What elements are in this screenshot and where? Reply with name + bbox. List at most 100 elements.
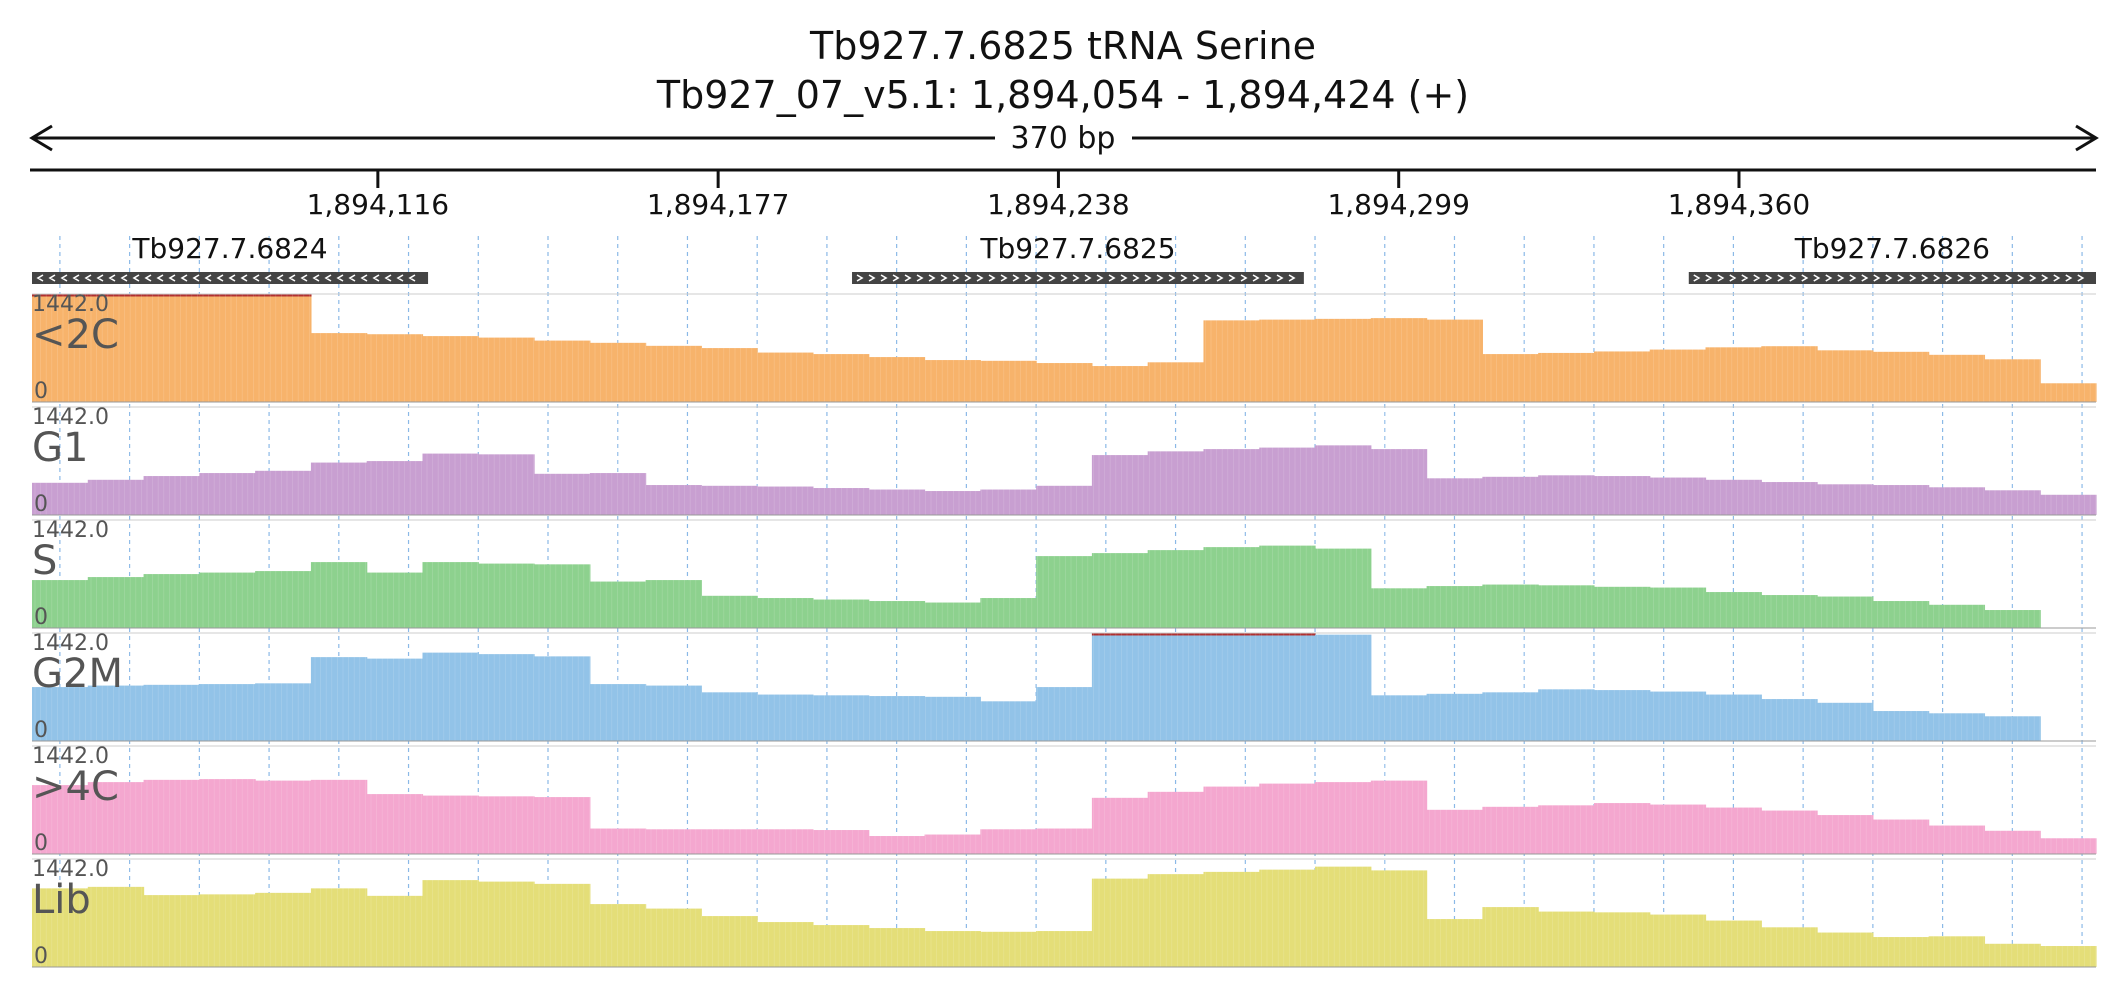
coverage-bar: [1649, 691, 1707, 741]
clip-indicator: [1203, 633, 1260, 636]
coverage-bar: [2040, 946, 2097, 967]
span-label: 370 bp: [1011, 121, 1116, 156]
coverage-bar: [1593, 351, 1651, 402]
coverage-bar: [534, 473, 591, 515]
coverage-bar: [1817, 932, 1874, 967]
coverage-bar: [980, 598, 1037, 628]
track-g1: 1442.0 0 G1: [32, 405, 2097, 517]
coverage-bar: [757, 694, 814, 741]
coverage-tracks: 1442.00<2C1442.00G11442.00S1442.00G2M144…: [32, 292, 2097, 969]
tick-label: 1,894,116: [307, 188, 450, 221]
coverage-bar: [980, 701, 1037, 741]
coverage-bar: [1091, 797, 1149, 854]
coverage-bar: [1315, 318, 1372, 402]
coverage-bar: [422, 795, 479, 854]
coverage-bar: [143, 779, 200, 854]
tick-label: 1,894,299: [1327, 188, 1470, 221]
coverage-bar: [1872, 819, 1930, 854]
coverage-bar: [1091, 455, 1149, 515]
track-name-label: G1: [32, 425, 88, 471]
coverage-bar: [1259, 783, 1316, 854]
coverage-bar: [1315, 782, 1372, 854]
coverage-bar: [1203, 786, 1260, 854]
coverage-bar: [366, 658, 424, 741]
coverage-bar: [143, 294, 200, 402]
coverage-bar: [1203, 871, 1260, 967]
clip-indicator: [1091, 633, 1149, 636]
coverage-bar: [645, 580, 703, 628]
coverage-bar: [701, 485, 758, 515]
coverage-bar: [534, 883, 591, 967]
coverage-bar: [1259, 319, 1316, 402]
coverage-bar: [422, 562, 479, 628]
coverage-bar: [32, 294, 89, 402]
coverage-bar: [1426, 478, 1483, 515]
coverage-bar: [1761, 810, 1818, 854]
coverage-bar: [366, 461, 424, 515]
coverage-bar: [478, 454, 535, 515]
coverage-bar: [757, 486, 814, 515]
gene-annotations: Tb927.7.6824 Tb927.7.6825 Tb927.7.6826: [32, 232, 2096, 284]
coverage-bar: [980, 829, 1037, 854]
track-name-label: G2M: [32, 651, 123, 697]
coverage-bar: [1370, 588, 1428, 628]
gene-strand-chevrons: [36, 274, 416, 282]
coverage-bar: [1482, 354, 1539, 402]
coverage-bar: [1705, 592, 1762, 628]
coverage-bar: [868, 489, 926, 515]
coverage-bar: [589, 904, 647, 967]
coverage-bar: [1705, 694, 1762, 741]
coverage-bar: [32, 687, 89, 741]
coverage-bar: [2040, 494, 2097, 515]
coverage-bar: [1649, 587, 1707, 628]
coverage-bar: [199, 572, 256, 628]
coverage-bar: [1538, 475, 1595, 515]
bar-texture: [34, 633, 2097, 741]
coverage-bar: [1872, 485, 1930, 515]
coverage-bar: [1370, 695, 1428, 741]
coverage-bar: [1091, 366, 1149, 402]
coverage-bar: [868, 836, 926, 854]
coverage-bar: [812, 695, 870, 741]
coverage-bar: [1426, 693, 1483, 741]
tick-label: 1,894,177: [647, 188, 790, 221]
coverage-bar: [924, 834, 981, 854]
coverage-bar: [1426, 319, 1483, 402]
coverage-bar: [478, 796, 535, 854]
track-name-label: >4C: [32, 764, 119, 810]
coverage-bar: [645, 345, 703, 402]
coverage-bar: [143, 476, 200, 515]
coverage-bar: [1705, 479, 1762, 515]
track-min-label: 0: [34, 718, 48, 743]
coverage-bar: [1315, 866, 1372, 967]
coverage-bar: [1091, 878, 1149, 967]
coverage-bar: [812, 354, 870, 402]
track-max-label: 1442.0: [32, 292, 109, 317]
track-name-label: <2C: [32, 312, 119, 358]
coverage-bar: [1984, 490, 2041, 515]
coverage-bar: [1091, 633, 1149, 741]
coverage-bar: [1482, 907, 1539, 967]
coverage-bar: [1482, 692, 1539, 741]
coverage-bar: [199, 779, 256, 854]
coverage-bar: [701, 595, 758, 628]
track-min-label: 0: [34, 831, 48, 856]
track-min-label: 0: [34, 379, 48, 404]
coverage-bar: [1538, 585, 1595, 628]
track-g2m: 1442.0 0 G2M: [32, 631, 2097, 743]
coverage-bar: [1817, 596, 1874, 628]
coverage-bar: [310, 333, 368, 402]
coverage-bar: [1370, 449, 1428, 515]
coverage-bar: [1593, 586, 1651, 628]
coverage-bar: [1872, 711, 1930, 741]
track-min-label: 0: [34, 492, 48, 517]
coverage-bar: [1761, 482, 1818, 515]
coverage-bar: [310, 562, 368, 628]
coverage-bar: [1817, 484, 1874, 515]
coverage-bar: [868, 357, 926, 402]
coverage-bar: [1984, 830, 2041, 854]
bar-texture: [34, 520, 2097, 628]
coverage-bar: [1593, 690, 1651, 741]
coverage-bar: [1705, 920, 1762, 967]
